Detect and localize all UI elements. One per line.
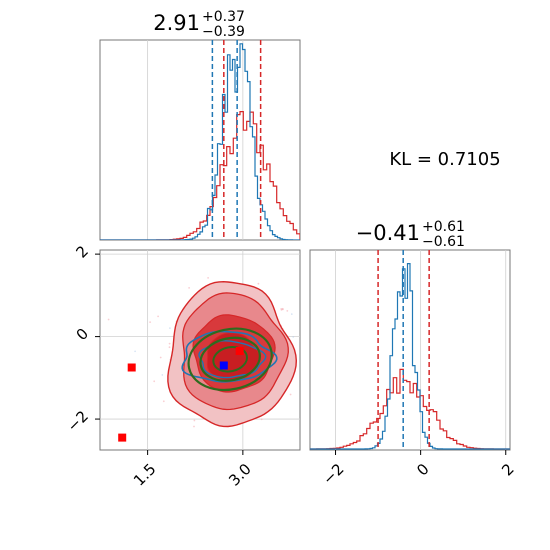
param2-x-ticks: −2 0 2	[319, 450, 518, 488]
scatter-point	[162, 400, 165, 403]
param1-title-upper: +0.37	[202, 9, 245, 25]
red-square-marker	[118, 433, 127, 442]
joint-x-tick-label: 1.5	[130, 460, 160, 490]
param1-series-a-histogram	[100, 43, 300, 240]
scatter-point	[134, 350, 136, 353]
joint-x-ticks: 1.5 3.0	[130, 450, 255, 490]
scatter-point	[207, 277, 210, 279]
joint-y-ticks: −2 0 2	[64, 242, 100, 435]
scatter-point	[161, 374, 164, 376]
scatter-point	[260, 418, 263, 421]
joint-y-tick-label: 0	[73, 325, 92, 344]
param1-title-lower: −0.39	[202, 24, 245, 40]
scatter-point	[292, 336, 295, 338]
blue-square-marker	[219, 361, 228, 370]
param2-grid	[335, 250, 507, 450]
param1-title-value: 2.91	[153, 11, 200, 35]
scatter-point	[193, 419, 196, 422]
param2-x-tick-label: −2	[319, 460, 347, 488]
scatter-point	[286, 310, 289, 312]
param2-quantile-lines	[377, 250, 430, 450]
joint-y-tick-label: −2	[64, 407, 92, 435]
param2-series-a-histogram	[310, 263, 510, 450]
kl-divergence-label: KL = 0.7105	[389, 149, 500, 170]
param2-title-lower: −0.61	[422, 234, 465, 250]
green-ellipse-inner	[212, 346, 248, 373]
joint-contours	[167, 280, 298, 428]
joint-x-tick-label: 3.0	[225, 460, 255, 490]
param2-title-upper: +0.61	[422, 219, 465, 235]
red-square-marker	[127, 363, 136, 372]
scatter-point	[169, 327, 171, 329]
scatter-point	[168, 346, 171, 349]
scatter-point	[303, 372, 305, 374]
joint-markers	[118, 347, 244, 442]
param2-series-b-histogram	[310, 368, 510, 450]
param1-quantile-lines	[211, 40, 262, 240]
scatter-point	[280, 308, 283, 310]
scatter-point	[291, 313, 293, 315]
scatter-point	[308, 366, 310, 368]
param1-grid	[147, 40, 244, 240]
scatter-point	[193, 425, 195, 428]
param2-title-value: −0.41	[356, 221, 420, 245]
scatter-point	[282, 308, 284, 311]
scatter-point	[149, 321, 152, 323]
scatter-point	[257, 282, 260, 285]
scatter-point	[157, 315, 160, 318]
scatter-point	[168, 342, 171, 345]
blue-contour-outer	[181, 330, 278, 383]
scatter-point	[289, 393, 292, 396]
green-ellipse-mid	[199, 336, 261, 382]
param2-x-tick-label: 0	[413, 460, 432, 479]
joint-y-tick-label: 2	[73, 242, 92, 261]
scatter-point	[107, 318, 110, 321]
param1-histogram-panel: 2.91 +0.37 −0.39	[99, 9, 301, 241]
param1-series-b-histogram	[100, 111, 300, 240]
red-square-marker	[235, 347, 244, 355]
joint-panel: −2 0 2 1.5 3.0	[64, 242, 310, 490]
green-ellipse-outer	[187, 327, 273, 391]
scatter-point	[159, 356, 162, 359]
param2-x-tick-label: 2	[498, 460, 517, 479]
scatter-point	[153, 380, 156, 383]
scatter-point	[188, 287, 191, 289]
param1-axes-frame	[99, 39, 301, 241]
param2-histogram-panel: −2 0 2 −0.41 +0.61 −0.61	[309, 219, 518, 488]
